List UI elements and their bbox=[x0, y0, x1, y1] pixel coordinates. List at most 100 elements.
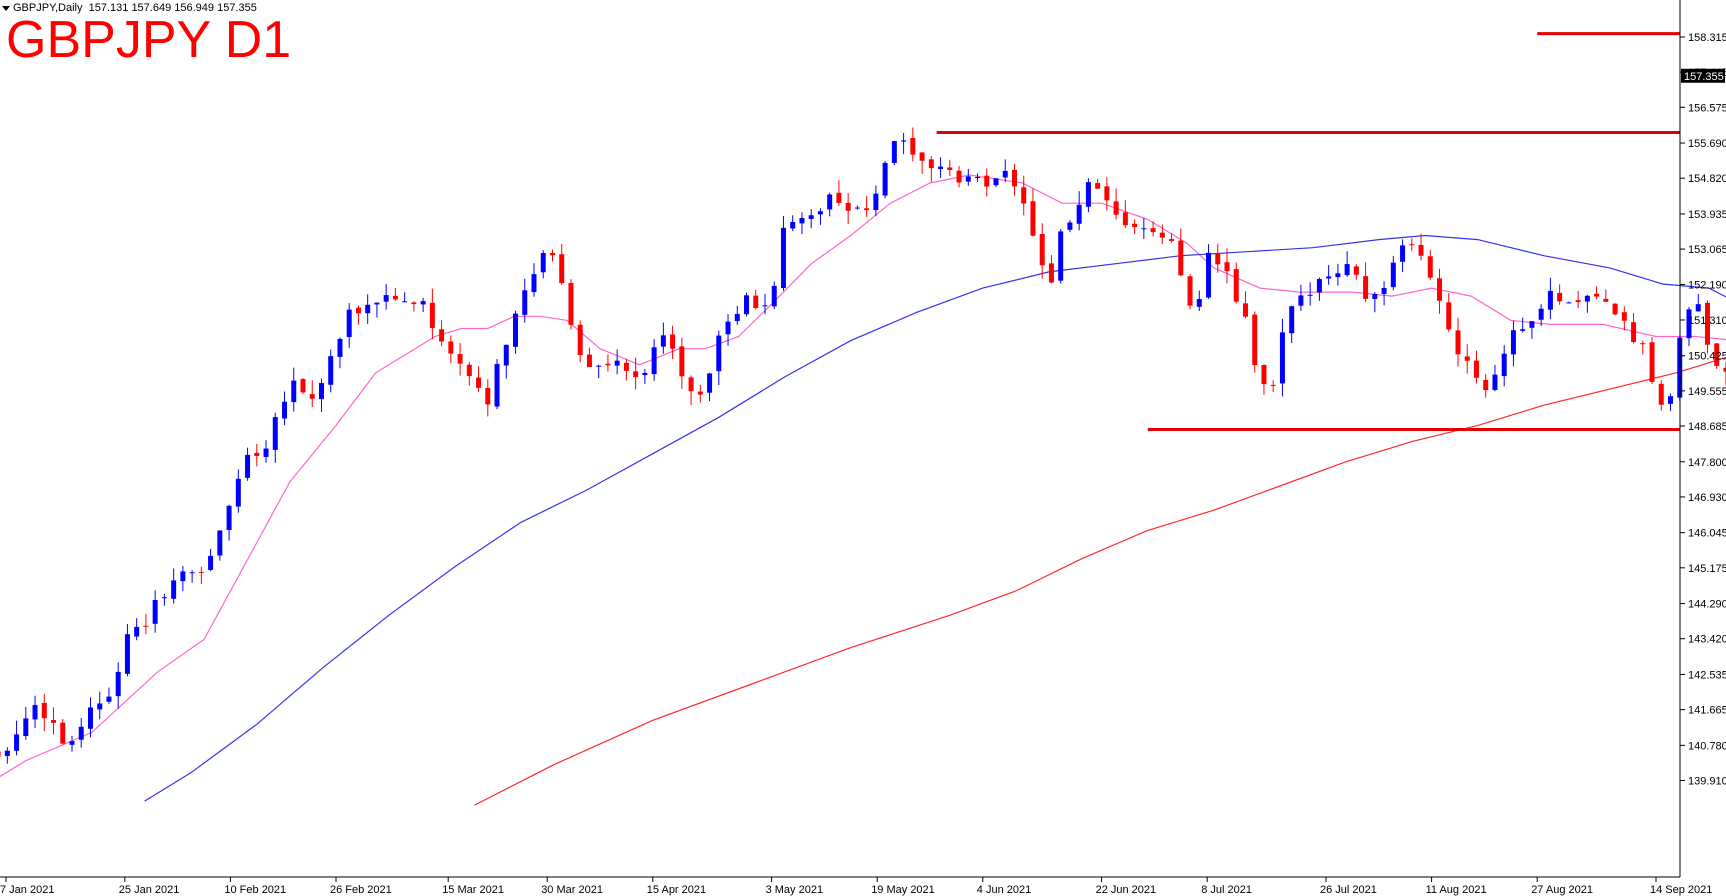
candle-81 bbox=[725, 314, 731, 346]
candle-46 bbox=[402, 292, 408, 303]
time-axis: 7 Jan 2021 25 Jan 2021 10 Feb 2021 26 Feb 2… bbox=[0, 877, 1712, 896]
ma-mid-line bbox=[144, 234, 1726, 802]
plot-area bbox=[0, 0, 1680, 876]
candle-68 bbox=[605, 354, 611, 372]
candle-2 bbox=[0, 751, 1, 757]
candle-52 bbox=[457, 343, 463, 376]
candle-144 bbox=[1307, 282, 1313, 306]
x-tick-label: 19 May 2021 bbox=[871, 884, 935, 896]
candle-82 bbox=[734, 305, 740, 325]
moving-averages bbox=[0, 174, 1726, 806]
candle-129 bbox=[1169, 233, 1175, 243]
candle-90 bbox=[808, 209, 814, 229]
x-tick-label: 26 Jul 2021 bbox=[1320, 884, 1377, 896]
candle-139 bbox=[1261, 364, 1267, 395]
candle-24 bbox=[198, 566, 204, 584]
candle-170 bbox=[1547, 277, 1553, 320]
candle-100 bbox=[901, 132, 907, 155]
candle-75 bbox=[670, 325, 676, 360]
y-tick-label: 146.930 bbox=[1688, 492, 1726, 504]
candle-73 bbox=[651, 339, 657, 381]
candle-32 bbox=[272, 412, 278, 463]
candle-166 bbox=[1510, 320, 1516, 367]
candle-53 bbox=[466, 362, 472, 386]
candle-163 bbox=[1483, 374, 1489, 398]
candle-33 bbox=[282, 391, 288, 426]
candle-3 bbox=[4, 747, 10, 764]
candle-132 bbox=[1196, 290, 1202, 312]
candle-177 bbox=[1612, 303, 1618, 316]
candle-137 bbox=[1242, 291, 1248, 319]
candle-155 bbox=[1409, 238, 1415, 251]
overlay-title: GBPJPY D1 bbox=[6, 11, 292, 69]
candle-92 bbox=[827, 192, 833, 217]
candle-22 bbox=[180, 565, 186, 592]
candle-13 bbox=[97, 691, 103, 720]
y-tick-label: 141.665 bbox=[1688, 705, 1726, 717]
candle-40 bbox=[346, 303, 352, 348]
candle-71 bbox=[633, 357, 639, 390]
candle-61 bbox=[540, 250, 546, 279]
candle-66 bbox=[586, 347, 592, 368]
candle-143 bbox=[1298, 284, 1304, 311]
candle-152 bbox=[1381, 281, 1387, 306]
candle-49 bbox=[429, 288, 435, 340]
candle-58 bbox=[513, 310, 519, 354]
candle-93 bbox=[836, 180, 842, 206]
candle-84 bbox=[753, 289, 759, 310]
candle-104 bbox=[938, 157, 944, 178]
candle-120 bbox=[1085, 178, 1091, 213]
candle-103 bbox=[928, 156, 934, 182]
candle-57 bbox=[503, 344, 509, 379]
candle-188 bbox=[1714, 342, 1720, 369]
candle-101 bbox=[910, 127, 916, 162]
candle-172 bbox=[1566, 301, 1572, 304]
x-tick-label: 26 Feb 2021 bbox=[330, 884, 392, 896]
x-tick-label: 15 Apr 2021 bbox=[647, 884, 706, 896]
y-tick-label: 147.800 bbox=[1688, 457, 1726, 469]
candle-151 bbox=[1372, 292, 1378, 313]
y-tick-label: 144.290 bbox=[1688, 599, 1726, 611]
candle-11 bbox=[78, 717, 84, 748]
candle-20 bbox=[161, 593, 167, 606]
candle-37 bbox=[318, 378, 324, 412]
candle-136 bbox=[1233, 262, 1239, 304]
candle-130 bbox=[1178, 228, 1184, 277]
candle-147 bbox=[1335, 263, 1341, 286]
price-axis: 158.315157.445156.575155.690154.820153.9… bbox=[1680, 32, 1726, 788]
candle-91 bbox=[817, 208, 823, 225]
candle-164 bbox=[1492, 364, 1498, 392]
x-tick-label: 25 Jan 2021 bbox=[119, 884, 180, 896]
candle-17 bbox=[134, 618, 140, 641]
y-tick-label: 146.045 bbox=[1688, 528, 1726, 540]
candle-153 bbox=[1390, 256, 1396, 291]
candle-6 bbox=[32, 695, 38, 728]
candle-131 bbox=[1187, 274, 1193, 310]
y-tick-label: 153.935 bbox=[1688, 209, 1726, 221]
candle-16 bbox=[124, 623, 130, 677]
candle-28 bbox=[235, 469, 241, 513]
candle-83 bbox=[744, 292, 750, 317]
x-tick-label: 27 Aug 2021 bbox=[1531, 884, 1593, 896]
candle-70 bbox=[623, 358, 629, 381]
candle-69 bbox=[614, 349, 620, 375]
candle-173 bbox=[1575, 291, 1581, 308]
y-tick-label: 148.685 bbox=[1688, 421, 1726, 433]
candle-76 bbox=[679, 337, 685, 389]
candle-134 bbox=[1215, 243, 1221, 273]
y-tick-label: 153.065 bbox=[1688, 244, 1726, 256]
candle-122 bbox=[1104, 177, 1110, 211]
y-tick-label: 151.310 bbox=[1688, 315, 1726, 327]
y-tick-label: 140.780 bbox=[1688, 740, 1726, 752]
candle-95 bbox=[854, 205, 860, 210]
candle-187 bbox=[1704, 300, 1710, 354]
candle-8 bbox=[51, 707, 57, 735]
y-tick-label: 142.535 bbox=[1688, 669, 1726, 681]
y-tick-label: 145.175 bbox=[1688, 563, 1726, 575]
candle-39 bbox=[337, 337, 343, 369]
price-tag-label: 157.355 bbox=[1684, 71, 1724, 83]
candle-154 bbox=[1400, 239, 1406, 273]
dropdown-triangle-icon[interactable] bbox=[2, 5, 10, 11]
candle-133 bbox=[1206, 244, 1212, 299]
